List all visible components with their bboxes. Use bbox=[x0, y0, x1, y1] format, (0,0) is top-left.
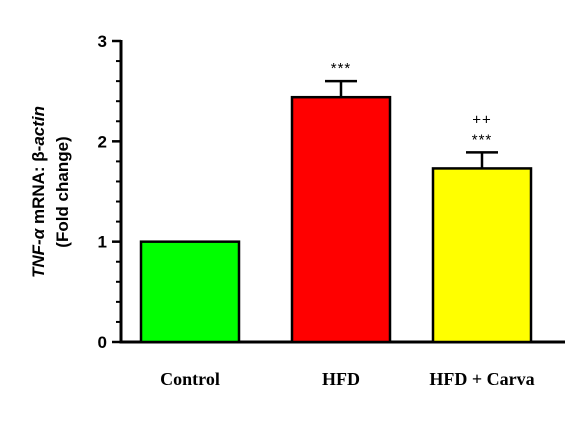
bars bbox=[139, 79, 533, 344]
significance-label: *** bbox=[331, 60, 352, 77]
bar-2 bbox=[431, 167, 533, 344]
y-axis-label-line2: (Fold change) bbox=[53, 136, 72, 247]
bar-1 bbox=[290, 95, 392, 344]
category-label: HFD + Carva bbox=[429, 369, 534, 389]
labels: 0 1 2 3 Control *** HFD *** ++ HFD + Carva bbox=[98, 32, 535, 389]
y-tick-label: 2 bbox=[98, 132, 107, 151]
y-tick-label: 0 bbox=[98, 333, 107, 352]
significance-label: *** bbox=[472, 131, 493, 148]
significance-label: ++ bbox=[472, 111, 492, 128]
y-tick-label: 1 bbox=[98, 233, 107, 252]
y-axis-label-line1: TNF-α mRNA: β-actin bbox=[29, 106, 48, 278]
category-label: Control bbox=[160, 369, 220, 389]
category-label: HFD bbox=[322, 369, 360, 389]
y-tick-label: 3 bbox=[98, 32, 107, 51]
bar-0 bbox=[139, 240, 241, 344]
